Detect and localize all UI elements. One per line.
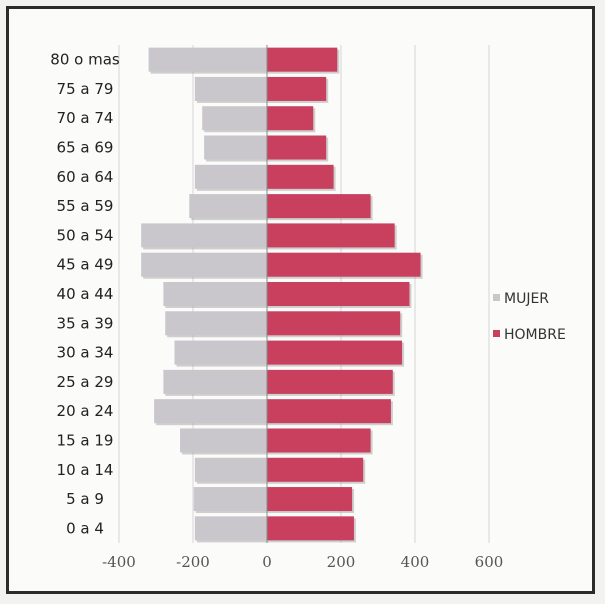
legend-label-hombre: HOMBRE — [504, 327, 566, 343]
x-tick-label-0: -400 — [102, 553, 136, 571]
y-tick-label-5: 25 a 29 — [57, 373, 114, 391]
bar-hombre-3 — [267, 428, 371, 453]
x-tick-label-4: 400 — [401, 553, 430, 571]
bar-mujer-14 — [202, 106, 267, 131]
bar-mujer-10 — [141, 223, 267, 248]
bar-mujer-4 — [154, 399, 267, 424]
bar-hombre-13 — [267, 135, 327, 160]
bar-hombre-15 — [267, 76, 327, 101]
y-tick-label-11: 55 a 59 — [57, 197, 114, 215]
legend-label-mujer: MUJER — [504, 291, 549, 307]
bar-mujer-13 — [204, 135, 267, 160]
bar-mujer-16 — [148, 47, 267, 72]
y-tick-label-2: 10 a 14 — [57, 461, 114, 479]
y-tick-label-7: 35 a 39 — [57, 314, 114, 332]
x-tick-label-2: 0 — [262, 553, 272, 571]
y-tick-label-8: 40 a 44 — [57, 285, 114, 303]
bar-mujer-12 — [194, 164, 267, 189]
bar-hombre-4 — [267, 399, 391, 424]
y-tick-label-15: 75 a 79 — [57, 80, 114, 98]
bar-hombre-8 — [267, 281, 410, 307]
bar-mujer-1 — [193, 487, 267, 512]
bar-mujer-7 — [165, 311, 267, 336]
legend-swatch-mujer — [493, 294, 500, 301]
bar-mujer-2 — [194, 457, 267, 482]
y-tick-label-10: 50 a 54 — [57, 226, 114, 244]
x-tick-label-3: 200 — [327, 553, 356, 571]
bar-hombre-1 — [267, 487, 353, 512]
bar-hombre-14 — [267, 106, 314, 131]
bar-hombre-10 — [267, 223, 395, 248]
legend-swatch-hombre — [493, 330, 500, 337]
y-tick-label-13: 65 a 69 — [57, 139, 114, 157]
population-pyramid-chart: 0 a 4 5 a 9 10 a 14 15 a 19 20 a 24 25 a 29 30… — [50, 45, 566, 571]
bar-mujer-11 — [189, 194, 267, 219]
bar-mujer-8 — [163, 281, 267, 307]
y-tick-label-4: 20 a 24 — [57, 402, 114, 420]
x-tick-label-1: -200 — [176, 553, 210, 571]
bar-hombre-7 — [267, 311, 401, 336]
bar-hombre-16 — [267, 47, 338, 72]
bar-mujer-9 — [141, 252, 267, 277]
y-tick-label-14: 70 a 74 — [57, 109, 114, 127]
bar-hombre-11 — [267, 194, 371, 219]
bar-hombre-0 — [267, 516, 354, 541]
bar-hombre-5 — [267, 369, 393, 394]
y-tick-label-6: 30 a 34 — [57, 344, 114, 362]
bar-hombre-9 — [267, 252, 421, 277]
bar-hombre-12 — [267, 164, 334, 189]
y-tick-label-0: 0 a 4 — [66, 519, 104, 537]
y-tick-label-16: 80 o mas — [50, 51, 120, 69]
y-tick-label-3: 15 a 19 — [57, 431, 114, 449]
y-tick-label-12: 60 a 64 — [57, 168, 114, 186]
bar-mujer-3 — [180, 428, 267, 453]
x-tick-label-5: 600 — [475, 553, 504, 571]
y-tick-label-1: 5 a 9 — [66, 490, 104, 508]
bar-hombre-2 — [267, 457, 364, 482]
chart-frame: 0 a 4 5 a 9 10 a 14 15 a 19 20 a 24 25 a 29 30… — [6, 6, 595, 594]
bar-mujer-6 — [174, 340, 267, 365]
bar-mujer-0 — [194, 516, 267, 541]
y-tick-label-9: 45 a 49 — [57, 256, 114, 274]
bar-mujer-15 — [194, 76, 267, 101]
bar-mujer-5 — [163, 369, 267, 394]
bar-hombre-6 — [267, 340, 403, 365]
